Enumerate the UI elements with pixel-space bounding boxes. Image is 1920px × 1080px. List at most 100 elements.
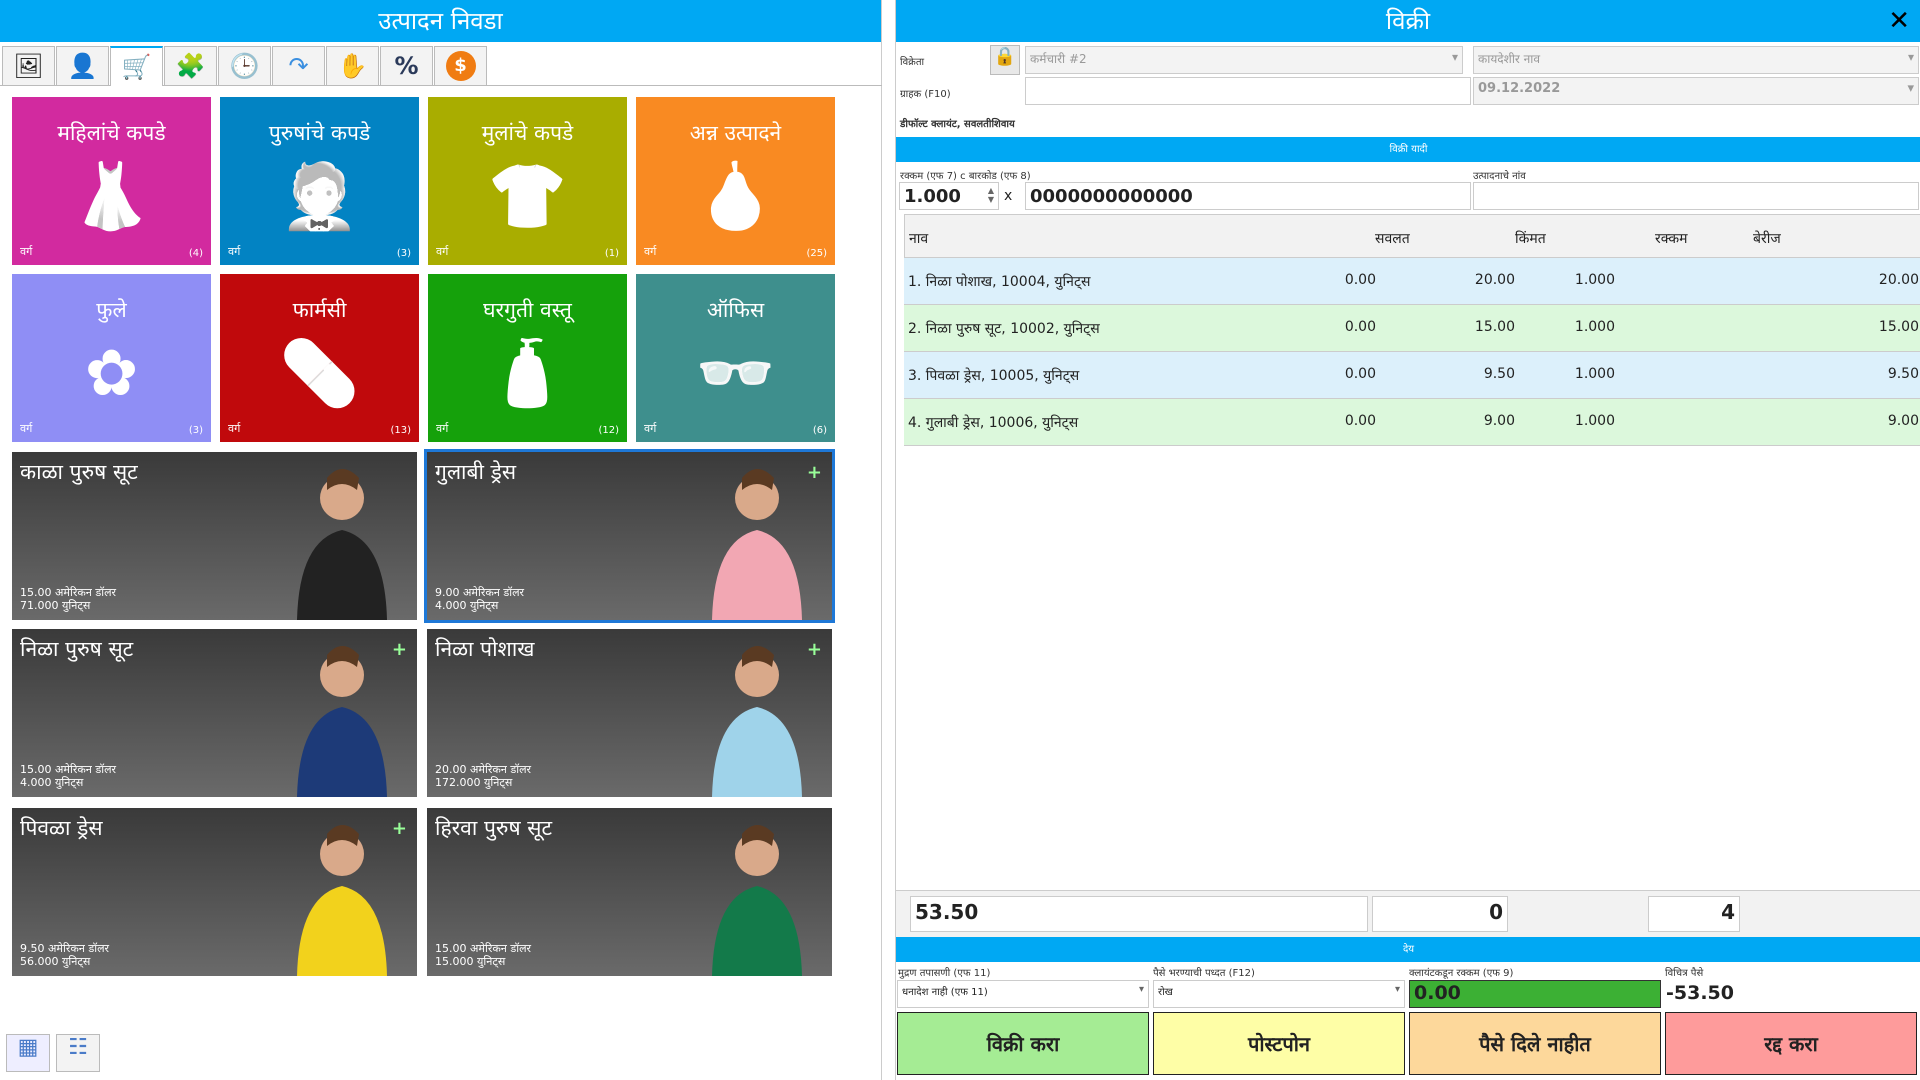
category-tile[interactable]: पुरुषांचे कपडे 🤵 वर्ग (3) xyxy=(220,97,419,265)
close-icon[interactable]: ✕ xyxy=(1888,6,1910,36)
add-icon[interactable]: + xyxy=(391,639,407,660)
seller-label: विक्रेता xyxy=(900,57,925,68)
product-price: 20.00 अमेरिकन डॉलर xyxy=(435,763,532,776)
customer-label: ग्राहक (F10) xyxy=(900,89,951,100)
product-stock: 56.000 युनिट्स xyxy=(20,955,91,968)
due-header: देय xyxy=(896,937,1920,962)
category-tile[interactable]: फार्मसी 💊 वर्ग (13) xyxy=(220,274,419,442)
cancel-button[interactable]: रद्द करा xyxy=(1665,1012,1917,1075)
product-tile[interactable]: निळा पोशाख + 20.00 अमेरिकन डॉलर 172.000 य… xyxy=(427,629,832,797)
category-tile[interactable]: अन्न उत्पादने 🍐 वर्ग (25) xyxy=(636,97,835,265)
product-photo xyxy=(297,825,387,976)
item-total: 9.50 xyxy=(1887,366,1919,382)
date-value: 09.12.2022 xyxy=(1478,81,1561,96)
category-name: पुरुषांचे कपडे xyxy=(268,121,371,145)
category-tile[interactable]: मुलांचे कपडे 👕 वर्ग (1) xyxy=(428,97,627,265)
total-discount: 0 xyxy=(1372,896,1508,932)
category-label: वर्ग xyxy=(436,422,449,435)
panel-title: उत्पादन निवडा xyxy=(0,0,881,42)
legal-name-select[interactable]: कायदेशीर नाव ▾ xyxy=(1473,46,1919,74)
grid-view-button[interactable]: ▦ xyxy=(6,1034,50,1072)
panel-title: विक्री xyxy=(896,0,1920,42)
item-name: 4. गुलाबी ड्रेस, 10006, युनिट्स xyxy=(908,415,1079,431)
add-icon[interactable]: + xyxy=(806,462,822,483)
item-discount: 0.00 xyxy=(1344,319,1376,335)
user-icon[interactable]: 👤 xyxy=(56,46,109,86)
item-name: 1. निळा पोशाख, 10004, युनिट्स xyxy=(908,274,1091,290)
qty-barcode-label: रक्कम (एफ 7) c बारकोड (एफ 8) xyxy=(900,171,1031,182)
product-photo xyxy=(297,469,387,620)
date-select[interactable]: 09.12.2022 ▾ xyxy=(1473,77,1919,105)
product-tile[interactable]: गुलाबी ड्रेस + 9.00 अमेरिकन डॉलर 4.000 यु… xyxy=(424,449,835,623)
table-row[interactable]: 3. पिवळा ड्रेस, 10005, युनिट्स 0.00 9.50… xyxy=(904,352,1920,399)
clock-icon[interactable]: 🕒 xyxy=(218,46,271,86)
image-icon[interactable]: 🖼 xyxy=(2,46,55,86)
redo-arrow-icon[interactable]: ↷ xyxy=(272,46,325,86)
category-label: वर्ग xyxy=(644,245,657,258)
product-stock: 172.000 युनिट्स xyxy=(435,776,513,789)
sell-button[interactable]: विक्री करा xyxy=(897,1012,1149,1075)
table-header: नाव सवलत किंमत रक्कम बेरीज xyxy=(904,214,1920,258)
item-total: 20.00 xyxy=(1878,272,1919,288)
column-header[interactable]: नाव xyxy=(909,231,929,247)
product-selection-panel: उत्पादन निवडा 🖼 👤 🛒 🧩 🕒 ↷ ✋% $ महिलांचे कपडे 👗 … xyxy=(0,0,882,1080)
item-name: 2. निळा पुरुष सूट, 10002, युनिट्स xyxy=(908,321,1100,337)
product-name: गुलाबी ड्रेस xyxy=(435,460,517,484)
puzzle-icon[interactable]: 🧩 xyxy=(164,46,217,86)
table-row[interactable]: 4. गुलाबी ड्रेस, 10006, युनिट्स 0.00 9.0… xyxy=(904,399,1920,446)
postpone-button[interactable]: पोस्टपोन xyxy=(1153,1012,1405,1075)
product-photo xyxy=(297,646,387,797)
table-row[interactable]: 1. निळा पोशाख, 10004, युनिट्स 0.00 20.00… xyxy=(904,258,1920,305)
category-tile[interactable]: ऑफिस 👓 वर्ग (6) xyxy=(636,274,835,442)
dollar-icon[interactable]: $ xyxy=(434,46,487,86)
product-name: निळा पोशाख xyxy=(435,637,535,661)
column-header[interactable]: सवलत xyxy=(1375,231,1410,247)
category-count: (12) xyxy=(598,425,619,436)
barcode-input[interactable]: 0000000000000 xyxy=(1025,182,1471,210)
product-name-input[interactable] xyxy=(1473,182,1919,210)
column-header[interactable]: किंमत xyxy=(1515,231,1546,247)
product-tile[interactable]: निळा पुरुष सूट + 15.00 अमेरिकन डॉलर 4.000… xyxy=(12,629,417,797)
tuxedo-icon: 🤵 xyxy=(279,160,360,234)
category-label: वर्ग xyxy=(436,245,449,258)
item-qty: 1.000 xyxy=(1574,319,1615,335)
unpaid-button[interactable]: पैसे दिले नाहीत xyxy=(1409,1012,1661,1075)
customer-input[interactable] xyxy=(1025,77,1471,105)
hand-icon[interactable]: ✋ xyxy=(326,46,379,86)
category-tile[interactable]: घरगुती वस्तू 🧴 वर्ग (12) xyxy=(428,274,627,442)
column-header[interactable]: रक्कम xyxy=(1655,231,1688,247)
category-tile[interactable]: फुले ✿ वर्ग (3) xyxy=(12,274,211,442)
category-count: (25) xyxy=(806,248,827,259)
add-icon[interactable]: + xyxy=(806,639,822,660)
table-row[interactable]: 2. निळा पुरुष सूट, 10002, युनिट्स 0.00 1… xyxy=(904,305,1920,352)
category-name: महिलांचे कपडे xyxy=(57,121,166,145)
flower-icon: ✿ xyxy=(84,337,139,411)
category-label: वर्ग xyxy=(20,422,33,435)
category-count: (1) xyxy=(604,248,619,259)
category-label: वर्ग xyxy=(228,245,241,258)
quantity-stepper[interactable]: 1.000 ▲ ▼ xyxy=(899,182,999,210)
cart-icon[interactable]: 🛒 xyxy=(110,46,163,86)
employee-select[interactable]: कर्मचारी #2 ▾ xyxy=(1025,46,1463,74)
product-tile[interactable]: पिवळा ड्रेस + 9.50 अमेरिकन डॉलर 56.000 यु… xyxy=(12,808,417,976)
lock-icon[interactable]: 🔒 xyxy=(990,45,1020,75)
pear-icon: 🍐 xyxy=(695,160,776,234)
payment-value: रोख xyxy=(1158,987,1173,998)
product-name-label: उत्पादनाचे नांव xyxy=(1473,171,1526,182)
pills-icon: 💊 xyxy=(279,337,360,411)
list-view-button[interactable]: ☷ xyxy=(56,1034,100,1072)
payment-method-select[interactable]: रोख ▾ xyxy=(1153,980,1405,1008)
print-label: मुद्रण तपासणी (एफ 11) xyxy=(898,968,991,979)
product-name: काळा पुरुष सूट xyxy=(20,460,138,484)
percent-icon[interactable]: % xyxy=(380,46,433,86)
category-tile[interactable]: महिलांचे कपडे 👗 वर्ग (4) xyxy=(12,97,211,265)
client-amount-input[interactable]: 0.00 xyxy=(1409,980,1661,1008)
product-tile[interactable]: काळा पुरुष सूट 15.00 अमेरिकन डॉलर 71.000 … xyxy=(12,452,417,620)
total-count: 4 xyxy=(1648,896,1740,932)
category-count: (4) xyxy=(188,248,203,259)
add-icon[interactable]: + xyxy=(391,818,407,839)
print-check-select[interactable]: धनादेश नाही (एफ 11) ▾ xyxy=(897,980,1149,1008)
product-tile[interactable]: हिरवा पुरुष सूट 15.00 अमेरिकन डॉलर 15.000… xyxy=(427,808,832,976)
item-name: 3. पिवळा ड्रेस, 10005, युनिट्स xyxy=(908,368,1080,384)
column-header[interactable]: बेरीज xyxy=(1753,231,1781,247)
